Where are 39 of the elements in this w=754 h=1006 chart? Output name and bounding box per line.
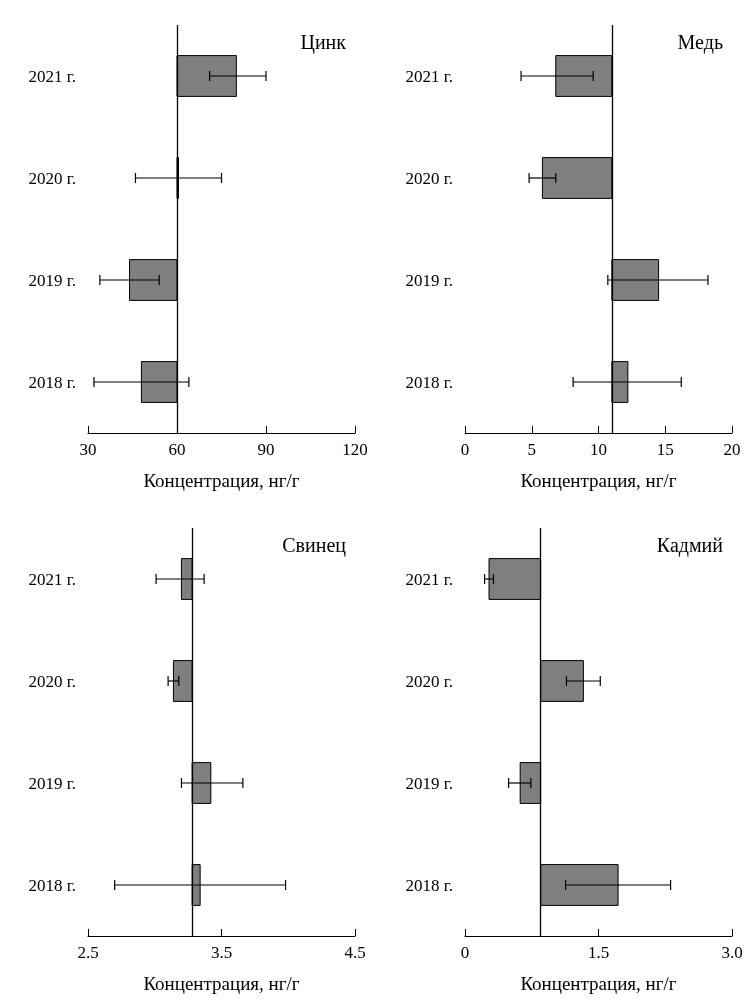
y-tick-label: 2018 г. (405, 372, 453, 392)
y-tick-label: 2019 г. (28, 270, 76, 290)
x-tick-label: 10 (590, 440, 607, 459)
y-tick-label: 2021 г. (28, 66, 76, 86)
x-axis-title: Концентрация, нг/г (520, 973, 677, 994)
y-tick-label: 2020 г. (28, 671, 76, 691)
y-tick-label: 2018 г. (28, 372, 76, 392)
y-tick-label: 2019 г. (405, 270, 453, 290)
x-tick-label: 1.5 (587, 943, 610, 962)
y-tick-label: 2020 г. (405, 168, 453, 188)
y-tick-label: 2018 г. (28, 875, 76, 895)
x-tick-label: 3.0 (721, 943, 743, 962)
y-tick-label: 2018 г. (405, 875, 453, 895)
x-tick-label: 0 (460, 943, 470, 962)
y-tick-label: 2019 г. (28, 773, 76, 793)
annotation: Свинец (282, 534, 347, 557)
x-axis-title: Концентрация, нг/г (143, 973, 300, 994)
x-axis-title: Концентрация, нг/г (143, 470, 300, 491)
x-tick-label: 20 (723, 440, 741, 459)
y-tick-label: 2021 г. (405, 66, 453, 86)
x-tick-label: 5 (527, 440, 536, 459)
y-tick-label: 2020 г. (405, 671, 453, 691)
x-tick-label: 0 (460, 440, 470, 459)
x-tick-label: 30 (79, 440, 97, 459)
annotation: Цинк (300, 31, 347, 54)
x-axis-title: Концентрация, нг/г (520, 470, 677, 491)
y-tick-label: 2021 г. (405, 569, 453, 589)
y-tick-label: 2021 г. (28, 569, 76, 589)
x-tick-label: 3.5 (210, 943, 233, 962)
annotation: Кадмий (656, 534, 724, 557)
y-tick-label: 2020 г. (28, 168, 76, 188)
x-tick-label: 60 (168, 440, 186, 459)
x-tick-label: 90 (257, 440, 275, 459)
x-tick-label: 2.5 (77, 943, 99, 962)
x-tick-label: 120 (342, 440, 368, 459)
y-tick-label: 2019 г. (405, 773, 453, 793)
x-tick-label: 15 (656, 440, 674, 459)
annotation: Медь (677, 31, 724, 54)
x-tick-label: 4.5 (344, 943, 366, 962)
